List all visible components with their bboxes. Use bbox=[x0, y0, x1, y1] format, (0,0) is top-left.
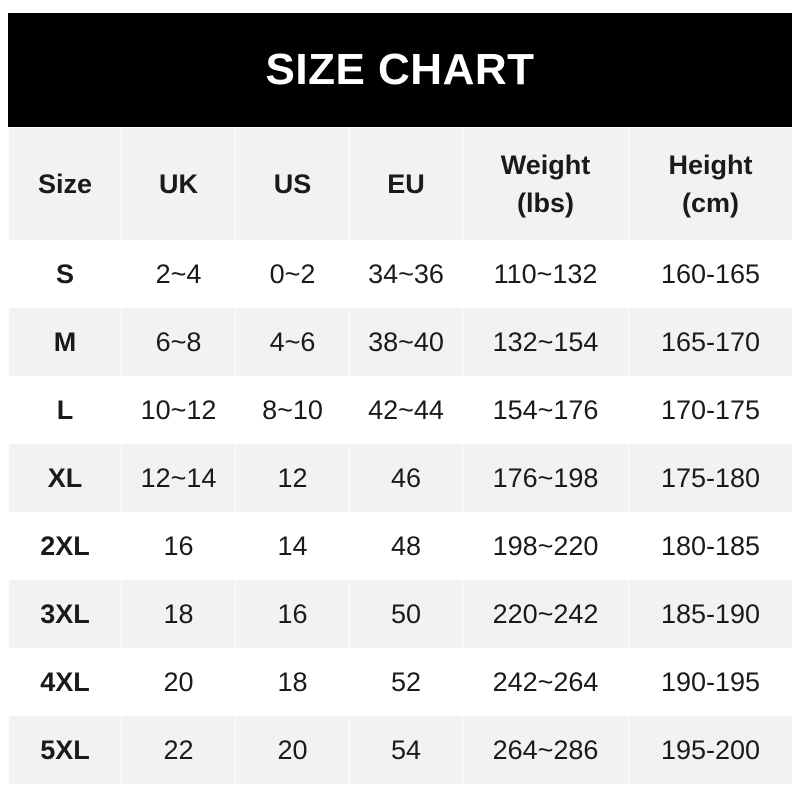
column-header: Height (cm) bbox=[628, 128, 793, 240]
table-cell: 54 bbox=[349, 716, 463, 784]
table-cell: 195-200 bbox=[628, 716, 793, 784]
table-cell: 132~154 bbox=[462, 308, 629, 376]
table-cell: 50 bbox=[349, 580, 463, 648]
table-cell: 46 bbox=[349, 444, 463, 512]
size-chart-table: Size UK US EU Weight (lbs) Height (cm) S 2~4 0~2 3… bbox=[8, 128, 793, 784]
column-header-label: Weight bbox=[500, 150, 591, 180]
column-header: UK bbox=[121, 128, 236, 240]
column-header-label: EU bbox=[387, 169, 425, 199]
table-cell: 8~10 bbox=[235, 376, 350, 444]
table-cell: 185-190 bbox=[628, 580, 793, 648]
table-cell: 0~2 bbox=[235, 240, 350, 308]
column-header-unit: (lbs) bbox=[517, 188, 574, 218]
header-row: Size UK US EU Weight (lbs) Height (cm) bbox=[8, 128, 793, 240]
table-cell: 12 bbox=[235, 444, 350, 512]
table-row: 3XL 18 16 50 220~242 185-190 bbox=[8, 580, 793, 648]
table-cell: 165-170 bbox=[628, 308, 793, 376]
table-cell: 264~286 bbox=[462, 716, 629, 784]
table-row: L 10~12 8~10 42~44 154~176 170-175 bbox=[8, 376, 793, 444]
table-cell: 190-195 bbox=[628, 648, 793, 716]
size-cell: 5XL bbox=[8, 716, 122, 784]
column-header-label: US bbox=[273, 169, 312, 199]
table-cell: 110~132 bbox=[462, 240, 629, 308]
size-cell: 4XL bbox=[8, 648, 122, 716]
table-cell: 170-175 bbox=[628, 376, 793, 444]
table-cell: 22 bbox=[121, 716, 236, 784]
size-cell: S bbox=[8, 240, 122, 308]
table-row: 2XL 16 14 48 198~220 180-185 bbox=[8, 512, 793, 580]
table-cell: 160-165 bbox=[628, 240, 793, 308]
column-header: Size bbox=[8, 128, 122, 240]
table-cell: 16 bbox=[121, 512, 236, 580]
table-cell: 34~36 bbox=[349, 240, 463, 308]
table-cell: 175-180 bbox=[628, 444, 793, 512]
table-cell: 198~220 bbox=[462, 512, 629, 580]
size-cell: XL bbox=[8, 444, 122, 512]
table-cell: 14 bbox=[235, 512, 350, 580]
table-cell: 18 bbox=[235, 648, 350, 716]
column-header: EU bbox=[349, 128, 463, 240]
size-cell: 3XL bbox=[8, 580, 122, 648]
table-cell: 220~242 bbox=[462, 580, 629, 648]
table-cell: 6~8 bbox=[121, 308, 236, 376]
table-cell: 52 bbox=[349, 648, 463, 716]
table-cell: 180-185 bbox=[628, 512, 793, 580]
table-cell: 38~40 bbox=[349, 308, 463, 376]
table-cell: 10~12 bbox=[121, 376, 236, 444]
column-header-unit: (cm) bbox=[681, 188, 739, 218]
size-cell: M bbox=[8, 308, 122, 376]
table-row: XL 12~14 12 46 176~198 175-180 bbox=[8, 444, 793, 512]
table-cell: 18 bbox=[121, 580, 236, 648]
table-cell: 2~4 bbox=[121, 240, 236, 308]
table-cell: 20 bbox=[235, 716, 350, 784]
table-cell: 20 bbox=[121, 648, 236, 716]
size-cell: L bbox=[8, 376, 122, 444]
table-row: M 6~8 4~6 38~40 132~154 165-170 bbox=[8, 308, 793, 376]
column-header-label: Size bbox=[37, 169, 93, 199]
column-header-label: UK bbox=[159, 169, 198, 199]
table-cell: 154~176 bbox=[462, 376, 629, 444]
table-cell: 16 bbox=[235, 580, 350, 648]
table-cell: 4~6 bbox=[235, 308, 350, 376]
page-title: SIZE CHART bbox=[8, 13, 792, 127]
column-header: Weight (lbs) bbox=[462, 128, 629, 240]
table-row: S 2~4 0~2 34~36 110~132 160-165 bbox=[8, 240, 793, 308]
table-cell: 12~14 bbox=[121, 444, 236, 512]
table-cell: 42~44 bbox=[349, 376, 463, 444]
table-row: 4XL 20 18 52 242~264 190-195 bbox=[8, 648, 793, 716]
size-cell: 2XL bbox=[8, 512, 122, 580]
table-cell: 242~264 bbox=[462, 648, 629, 716]
table-cell: 176~198 bbox=[462, 444, 629, 512]
column-header: US bbox=[235, 128, 350, 240]
table-row: 5XL 22 20 54 264~286 195-200 bbox=[8, 716, 793, 784]
column-header-label: Height bbox=[668, 150, 753, 180]
table-cell: 48 bbox=[349, 512, 463, 580]
